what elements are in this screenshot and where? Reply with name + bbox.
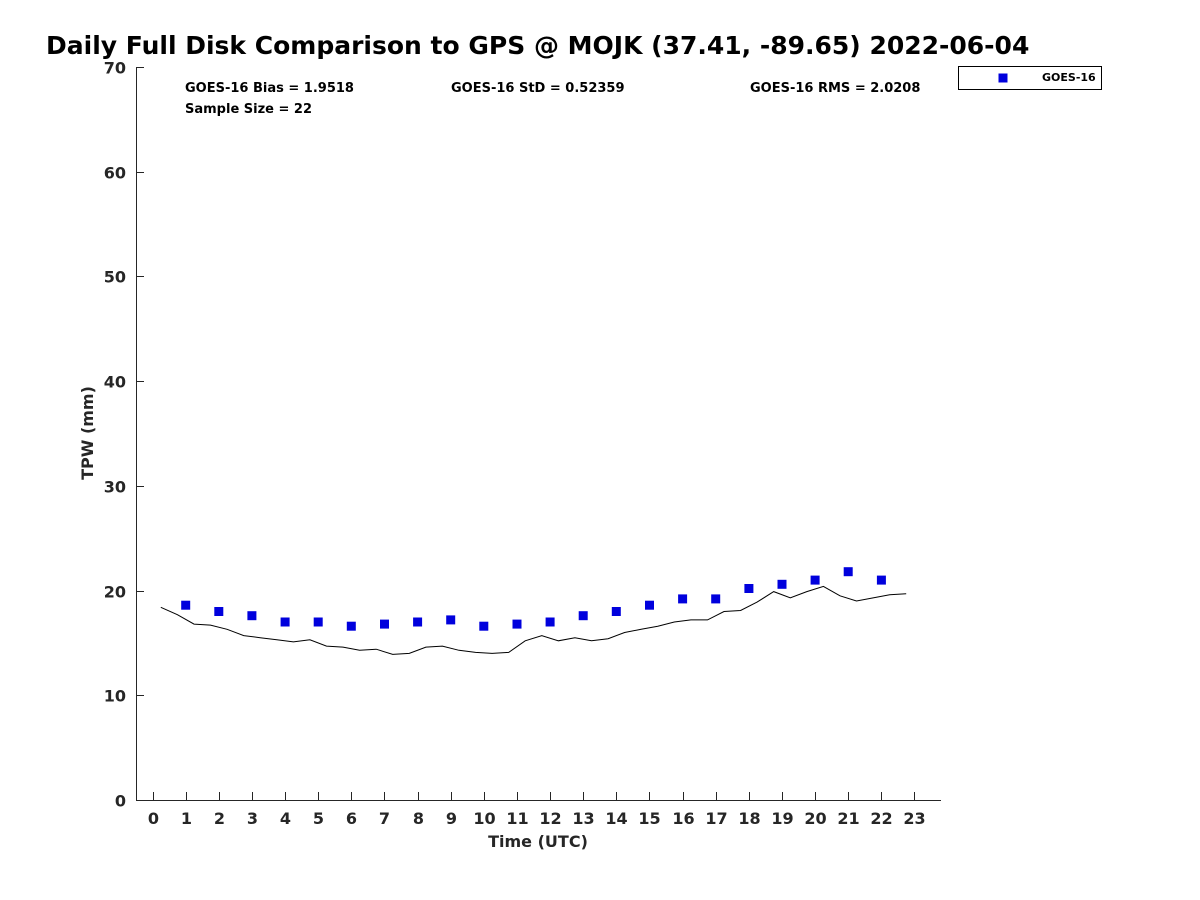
goes16-point xyxy=(413,617,423,627)
y-tick-label: 10 xyxy=(104,687,126,706)
std-stat: GOES-16 StD = 0.52359 xyxy=(451,81,625,96)
goes16-point xyxy=(479,621,489,631)
legend-marker xyxy=(998,73,1008,83)
y-tick-label: 20 xyxy=(104,583,126,602)
x-tick-label: 11 xyxy=(506,809,528,828)
gps-line-layer xyxy=(160,585,907,655)
y-axis-label: TPW (mm) xyxy=(78,386,97,480)
x-tick-label: 18 xyxy=(738,809,760,828)
goes16-point xyxy=(645,600,654,610)
y-tick-label: 70 xyxy=(104,59,126,78)
goes16-point xyxy=(810,575,820,585)
x-tick-label: 19 xyxy=(771,809,793,828)
x-tick-label: 0 xyxy=(148,809,159,828)
x-axis-label: Time (UTC) xyxy=(488,832,588,851)
x-tick-label: 21 xyxy=(837,809,859,828)
chart-title: Daily Full Disk Comparison to GPS @ MOJK… xyxy=(46,31,1029,60)
goes16-point xyxy=(346,621,356,631)
goes16-point xyxy=(446,615,456,625)
legend-label-goes16: GOES-16 xyxy=(1042,71,1096,84)
y-tick-label: 30 xyxy=(104,478,126,497)
y-tick-label: 0 xyxy=(115,792,126,811)
x-tick-label: 8 xyxy=(413,809,424,828)
goes16-point xyxy=(181,600,191,610)
y-tick-label: 40 xyxy=(104,373,126,392)
x-tick-label: 6 xyxy=(346,809,357,828)
goes16-point xyxy=(611,607,621,616)
rms-stat: GOES-16 RMS = 2.0208 xyxy=(750,81,920,96)
x-tick-label: 9 xyxy=(446,809,457,828)
x-tick-label: 20 xyxy=(804,809,826,828)
x-tick-label: 4 xyxy=(280,809,291,828)
goes16-point xyxy=(313,617,323,627)
x-tick-label: 13 xyxy=(572,809,594,828)
sample-size-stat: Sample Size = 22 xyxy=(185,102,312,117)
goes16-point xyxy=(744,584,754,593)
goes16-point xyxy=(711,594,721,604)
x-tick-label: 16 xyxy=(672,809,694,828)
x-tick-label: 7 xyxy=(379,809,390,828)
bias-stat: GOES-16 Bias = 1.9518 xyxy=(185,81,354,96)
x-tick-label: 23 xyxy=(903,809,925,828)
x-tick-label: 12 xyxy=(539,809,561,828)
legend-box xyxy=(958,66,1102,90)
goes16-point xyxy=(545,617,555,627)
goes16-point xyxy=(247,611,257,621)
y-tick-label: 50 xyxy=(104,268,126,287)
goes16-point xyxy=(843,567,853,577)
goes-marker-layer xyxy=(181,567,886,631)
goes16-point xyxy=(512,619,522,629)
x-tick-label: 1 xyxy=(181,809,192,828)
x-tick-label: 17 xyxy=(705,809,727,828)
x-tick-label: 5 xyxy=(313,809,324,828)
stats-annotations: GOES-16 Bias = 1.9518 GOES-16 StD = 0.52… xyxy=(185,81,920,117)
goes16-point xyxy=(280,617,290,627)
goes16-point xyxy=(876,575,886,585)
goes16-point xyxy=(578,611,588,621)
gps-tpw-line xyxy=(160,585,907,655)
x-tick-label: 2 xyxy=(214,809,225,828)
x-tick-label: 14 xyxy=(605,809,627,828)
x-tick-label: 10 xyxy=(473,809,495,828)
goes16-point xyxy=(214,607,224,616)
y-tick-label: 60 xyxy=(104,164,126,183)
x-tick-label: 15 xyxy=(638,809,660,828)
x-tick-label: 3 xyxy=(247,809,258,828)
x-tick-label: 22 xyxy=(870,809,892,828)
goes16-point xyxy=(380,619,389,629)
legend: GOES-16 xyxy=(958,66,1102,90)
goes16-point xyxy=(678,594,688,604)
goes16-point xyxy=(777,579,787,589)
